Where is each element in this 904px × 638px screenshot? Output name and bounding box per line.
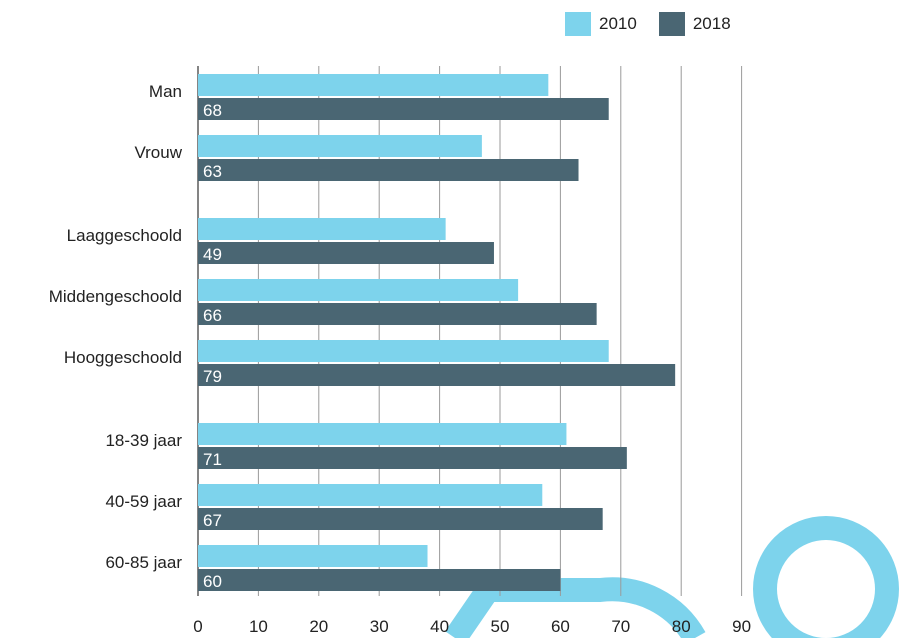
decorative-ring [753, 516, 899, 638]
x-tick-label: 40 [430, 617, 449, 636]
x-tick-label: 0 [193, 617, 202, 636]
x-tick-label: 60 [551, 617, 570, 636]
bar-2010 [198, 279, 519, 301]
data-label-2018: 66 [203, 306, 222, 325]
bar-2018 [198, 447, 627, 469]
category-label: Laaggeschoold [67, 226, 182, 245]
bar-2018 [198, 303, 597, 325]
category-label: Middengeschoold [49, 287, 182, 306]
legend-label-2010: 2010 [599, 14, 637, 33]
x-tick-label: 80 [672, 617, 691, 636]
legend-swatch-2010 [565, 12, 591, 36]
bar-2010 [198, 218, 446, 240]
bar-2018 [198, 159, 579, 181]
category-label: 40-59 jaar [105, 492, 182, 511]
bar-2018 [198, 508, 603, 530]
data-label-2018: 79 [203, 367, 222, 386]
x-tick-label: 20 [309, 617, 328, 636]
decorative-arc [445, 577, 706, 638]
data-label-2018: 49 [203, 245, 222, 264]
legend-item-2010: 2010 [565, 12, 637, 36]
x-tick-label: 50 [491, 617, 510, 636]
data-label-2018: 68 [203, 101, 222, 120]
x-tick-label: 90 [732, 617, 751, 636]
x-tick-label: 30 [370, 617, 389, 636]
category-label: 60-85 jaar [105, 553, 182, 572]
bar-2018 [198, 98, 609, 120]
data-label-2018: 67 [203, 511, 222, 530]
legend-label-2018: 2018 [692, 14, 731, 33]
category-label: 18-39 jaar [105, 431, 182, 450]
data-label-2018: 60 [203, 572, 222, 591]
bar-2018 [198, 364, 676, 386]
category-label: Hooggeschoold [64, 348, 182, 367]
data-label-2018: 63 [203, 162, 222, 181]
bar-2018 [198, 569, 561, 591]
category-label: Vrouw [134, 143, 182, 162]
legend: 2010 2018 [565, 12, 753, 36]
x-tick-label: 70 [611, 617, 630, 636]
data-label-2018: 71 [203, 450, 222, 469]
legend-swatch-2018 [658, 12, 685, 36]
bar-2010 [198, 484, 543, 506]
bar-2010 [198, 74, 549, 96]
bar-2010 [198, 545, 428, 567]
bar-2010 [198, 423, 567, 445]
x-tick-label: 10 [249, 617, 268, 636]
bar-2010 [198, 135, 482, 157]
bar-2010 [198, 340, 609, 362]
category-label: Man [149, 82, 182, 101]
legend-item-2018: 2018 [658, 12, 731, 36]
bar-2018 [198, 242, 494, 264]
